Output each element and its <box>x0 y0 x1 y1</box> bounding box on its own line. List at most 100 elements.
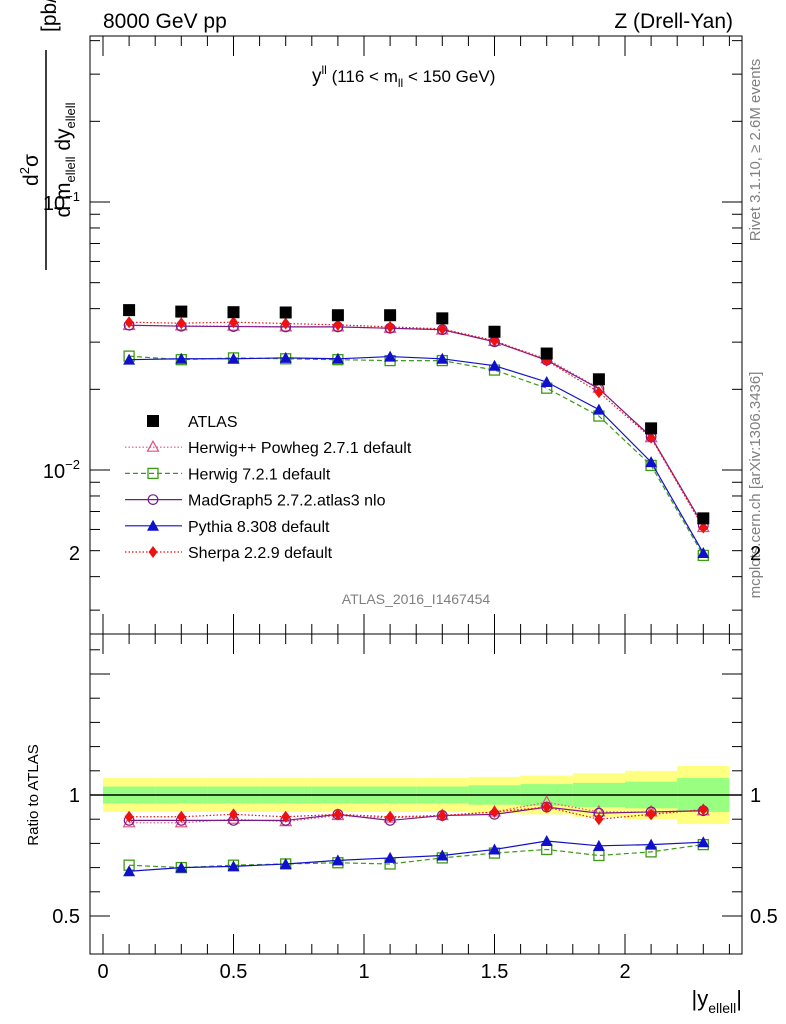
legend-label: Pythia 8.308 default <box>188 519 330 536</box>
ratio-series-3 <box>123 834 710 877</box>
main-ylabel: d2σ d mellell dyellell [pb/GeV] <box>17 0 78 270</box>
main-series-point <box>279 306 292 319</box>
ratio-series-point <box>279 857 292 869</box>
ratio-series-4 <box>124 801 708 826</box>
ratio-series-point <box>123 865 136 877</box>
ratio-series-point <box>227 860 240 872</box>
main-title: yll (116 < mll < 150 GeV) <box>312 63 495 90</box>
ratio-series-point <box>124 810 134 823</box>
ratio-series-point <box>384 851 397 863</box>
main-series-point <box>226 318 241 331</box>
ratio-series-line <box>129 844 704 869</box>
ratio-series-point <box>175 861 188 873</box>
legend-marker <box>147 519 159 531</box>
ratio-series-point <box>594 813 604 826</box>
ratio-series-point <box>176 810 186 823</box>
xtick-label: 0.5 <box>220 961 248 983</box>
xtick-label: 1.5 <box>481 961 509 983</box>
ratio-series-point <box>540 834 553 846</box>
main-series-point <box>227 352 240 364</box>
main-series-line <box>129 321 704 528</box>
ratio-ytick-label-right: 0.5 <box>750 906 778 928</box>
ratio-series-point <box>645 838 658 850</box>
legend-marker <box>146 439 160 452</box>
main-series-point <box>384 309 397 322</box>
ratio-ytick-label-right: 1 <box>750 785 761 807</box>
mcplots-label: mcplots.cern.ch [arXiv:1306.3436] <box>747 372 764 599</box>
main-series-point <box>385 320 395 333</box>
main-series-point <box>437 322 447 335</box>
main-series-point <box>331 309 344 322</box>
ratio-series-point <box>436 849 449 861</box>
main-series-point <box>697 512 710 525</box>
main-series-point <box>384 350 397 362</box>
header-right: Z (Drell-Yan) <box>614 10 733 33</box>
main-series-line <box>129 355 704 556</box>
main-series-point <box>175 352 188 364</box>
legend-marker <box>147 415 159 427</box>
main-ticks <box>90 36 742 634</box>
ratio-series-point <box>437 809 447 822</box>
ytick-label-1e-2: 10−2 <box>43 457 80 483</box>
legend-item: Herwig 7.2.1 default <box>125 466 331 483</box>
ratio-ytick-label-left: 1 <box>69 785 80 807</box>
ratio-series-point <box>592 839 605 851</box>
main-series-point <box>697 547 710 559</box>
xtick-label: 0 <box>97 961 108 983</box>
legend-label: ATLAS <box>188 414 238 431</box>
legend-marker <box>148 546 158 558</box>
main-series-point <box>436 312 449 325</box>
main-series-point <box>698 521 708 534</box>
legend-label: MadGraph5 2.7.2.atlas3 nlo <box>188 493 386 510</box>
main-series-point <box>645 456 658 468</box>
main-series-point <box>175 305 188 318</box>
ratio-series-point <box>333 808 343 821</box>
main-series-point <box>488 325 501 338</box>
main-series-point <box>594 386 604 399</box>
legend-item: MadGraph5 2.7.2.atlas3 nlo <box>125 493 386 510</box>
main-series-point <box>592 373 605 386</box>
svg-text:d2σ: d2σ <box>17 154 43 186</box>
ratio-ticks <box>90 634 742 954</box>
main-series-point <box>331 352 344 364</box>
ratio-ytick-label-right: 2 <box>750 543 761 565</box>
legend-item: Sherpa 2.2.9 default <box>125 545 333 562</box>
main-series-point <box>540 375 553 387</box>
main-series-point <box>646 431 656 444</box>
legend-label: Herwig 7.2.1 default <box>188 466 331 483</box>
rivet-label: Rivet 3.1.10, ≥ 2.6M events <box>747 59 764 242</box>
main-series-point <box>279 319 293 332</box>
main-series-point <box>488 359 501 371</box>
legend: ATLAS Herwig++ Powheg 2.7.1 default Herwig… <box>125 414 412 562</box>
x-axis-label: |yellell| <box>692 986 742 1016</box>
ratio-series-point <box>490 805 499 818</box>
ratio-series-line <box>129 806 704 820</box>
svg-text:d mellell dyellell: d mellell dyellell <box>52 102 78 217</box>
ratio-series-line <box>129 806 704 822</box>
ratio-series <box>122 795 710 877</box>
ratio-series-point <box>593 849 605 862</box>
ratio-series-point <box>174 815 188 828</box>
main-series-0 <box>123 304 710 525</box>
ratio-series-point <box>646 808 656 821</box>
main-series-point <box>645 422 658 435</box>
xtick-label: 1 <box>358 961 369 983</box>
main-series-point <box>333 318 343 331</box>
legend-item: ATLAS <box>147 414 238 431</box>
legend-item: Pythia 8.308 default <box>125 519 330 536</box>
legend-label: Herwig++ Powheg 2.7.1 default <box>188 440 412 457</box>
ratio-series-line <box>129 840 704 872</box>
main-panel: 10−2 10−1 yll (116 < mll < 150 GeV) ATLA… <box>17 0 743 635</box>
main-series-point <box>123 304 136 317</box>
ratio-bands <box>90 765 742 825</box>
main-series-point <box>227 306 240 319</box>
main-series-point <box>123 353 136 365</box>
main-series-point <box>281 317 291 330</box>
ratio-series-point <box>331 854 344 866</box>
main-series-point <box>540 347 553 360</box>
ratio-ytick-label-left: 2 <box>69 543 80 565</box>
header-left: 8000 GeV pp <box>103 10 227 33</box>
legend-marker <box>147 494 159 506</box>
main-series <box>122 304 710 562</box>
ratio-series-point <box>281 810 291 823</box>
